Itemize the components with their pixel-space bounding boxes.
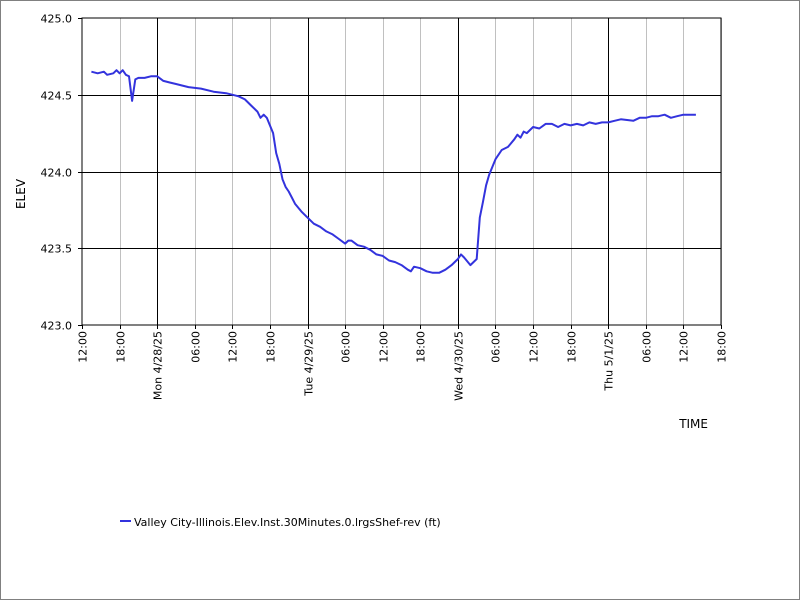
series-line: [91, 69, 696, 274]
x-tick-label: 12:00: [528, 331, 541, 363]
x-tick-label: Wed 4/30/25: [453, 331, 466, 401]
y-tick-label: 424.0: [41, 167, 73, 180]
x-tick-label: 12:00: [77, 331, 90, 363]
series-group: [91, 69, 696, 274]
grid: [82, 18, 722, 325]
x-axis-ticks: 12:00 18:00 Mon 4/28/25 06:00 12:00 18:00 Tue …: [77, 325, 729, 401]
x-tick-label: Mon 4/28/25: [152, 331, 165, 400]
y-axis-ticks: 423.0 423.5 424.0 424.5 425.0: [41, 13, 82, 333]
x-tick-label: 12:00: [678, 331, 691, 363]
x-tick-label: 12:00: [227, 331, 240, 363]
x-tick-label: 18:00: [415, 331, 428, 363]
x-tick-label: 18:00: [566, 331, 579, 363]
x-tick-label: 06:00: [641, 331, 654, 363]
x-tick-label: 06:00: [340, 331, 353, 363]
y-tick-label: 425.0: [41, 13, 73, 26]
x-tick-label: 06:00: [190, 331, 203, 363]
x-axis-label: TIME: [678, 417, 708, 431]
y-tick-label: 424.5: [41, 90, 73, 103]
legend: Valley City-Illinois.Elev.Inst.30Minutes…: [120, 516, 441, 529]
y-axis-label: ELEV: [14, 178, 28, 209]
x-tick-label: 18:00: [265, 331, 278, 363]
plot-area: [81, 17, 722, 326]
x-tick-label: 18:00: [115, 331, 128, 363]
y-tick-label: 423.5: [41, 243, 73, 256]
x-tick-label: 18:00: [716, 331, 729, 363]
x-tick-label: Tue 4/29/25: [303, 331, 316, 397]
x-tick-label: 06:00: [490, 331, 503, 363]
legend-entry: Valley City-Illinois.Elev.Inst.30Minutes…: [134, 516, 441, 529]
x-tick-label: 12:00: [378, 331, 391, 363]
x-tick-label: Thu 5/1/25: [603, 331, 616, 392]
y-tick-label: 423.0: [41, 320, 73, 333]
